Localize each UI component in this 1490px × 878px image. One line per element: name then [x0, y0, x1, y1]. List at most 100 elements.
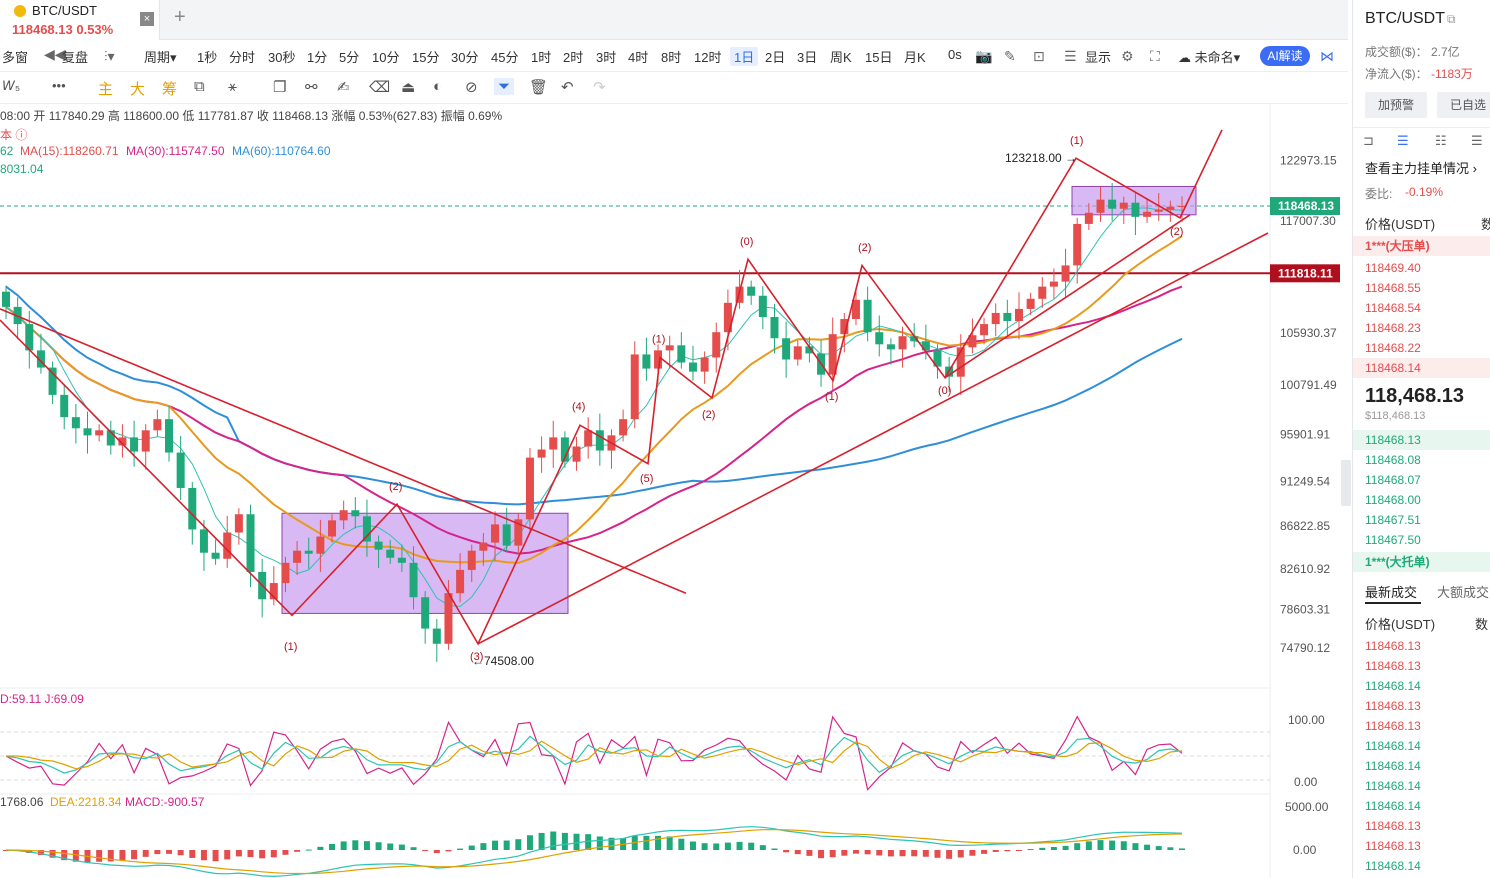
indicator-big[interactable]: 大: [130, 81, 146, 98]
chart-tab[interactable]: BTC/USDT 118468.13 0.53% ×: [0, 0, 160, 40]
ask-row[interactable]: 118468.22: [1365, 341, 1421, 355]
bid-row[interactable]: 118468.13: [1353, 430, 1490, 450]
layout-icon-2[interactable]: ☰: [1397, 133, 1409, 148]
candle-type-icon[interactable]: ⫶▾: [104, 48, 115, 64]
ask-row[interactable]: 118468.23: [1365, 321, 1421, 335]
period-1d[interactable]: 1日: [730, 47, 759, 66]
period-dropdown[interactable]: 周期▾: [144, 50, 177, 65]
period-1m[interactable]: 1分: [307, 50, 328, 65]
bid-row[interactable]: 118468.00: [1365, 493, 1421, 507]
period-45m[interactable]: 45分: [491, 50, 519, 65]
layout-icon-4[interactable]: ☰: [1471, 133, 1483, 148]
drawing-icon[interactable]: ⊡: [1033, 48, 1045, 64]
period-2d[interactable]: 2日: [765, 50, 786, 65]
display-button[interactable]: 显示: [1085, 50, 1112, 65]
ai-analyze-button[interactable]: AI解读: [1260, 46, 1310, 66]
macd-bar: [1074, 843, 1081, 850]
macd-bar: [235, 850, 242, 857]
macd-bar: [107, 850, 114, 862]
period-2h[interactable]: 2时: [563, 50, 584, 65]
price-chart[interactable]: 122973.15 117007.30 105930.37 100791.49 9590…: [0, 104, 1340, 878]
favorited-button[interactable]: 已自选: [1437, 92, 1490, 118]
tab-large-trades[interactable]: 大额成交: [1437, 585, 1490, 600]
replay-icon[interactable]: ◀◀: [44, 46, 66, 62]
bid-row[interactable]: 118468.07: [1365, 473, 1421, 487]
camera-icon[interactable]: 📷: [975, 48, 993, 64]
indicator-chips[interactable]: 筹: [162, 81, 178, 98]
copy-icon[interactable]: ❐: [273, 79, 287, 96]
period-30s[interactable]: 30秒: [268, 50, 296, 65]
undo-icon[interactable]: ↶: [561, 79, 574, 96]
add-tab-icon[interactable]: +: [174, 6, 186, 28]
period-15m[interactable]: 15分: [412, 50, 440, 65]
period-8h[interactable]: 8时: [661, 50, 682, 65]
ask-row[interactable]: 118468.14: [1353, 358, 1490, 378]
period-3d[interactable]: 3日: [797, 50, 818, 65]
pencil-icon[interactable]: ✎: [1004, 48, 1016, 64]
macd-bar: [1039, 847, 1046, 850]
ask-row[interactable]: 118469.40: [1365, 261, 1421, 275]
settings-icon[interactable]: ⚙: [1121, 48, 1134, 64]
period-3h[interactable]: 3时: [596, 50, 617, 65]
replay-button[interactable]: 复盘: [62, 50, 89, 65]
price-column-header: 价格(USDT): [1365, 217, 1436, 232]
brush-icon[interactable]: ✍: [337, 79, 350, 96]
eraser-icon[interactable]: ⌫: [369, 79, 391, 96]
period-1s[interactable]: 1秒: [197, 50, 218, 65]
period-month[interactable]: 月K: [904, 50, 926, 65]
multi-window-button[interactable]: 多窗: [2, 50, 29, 65]
add-alert-button[interactable]: 加预警: [1365, 92, 1427, 118]
period-5m[interactable]: 5分: [339, 50, 360, 65]
candle-body: [863, 299, 872, 333]
big-sell-row: 1***(大压单): [1353, 236, 1490, 256]
compare-icon[interactable]: ⧉: [194, 78, 205, 95]
ask-row[interactable]: 118468.55: [1365, 281, 1421, 295]
more-icon[interactable]: •••: [52, 78, 66, 93]
close-icon[interactable]: ×: [140, 12, 154, 26]
share-icon[interactable]: ⋈: [1320, 48, 1334, 64]
period-30m[interactable]: 30分: [451, 50, 479, 65]
lock-icon[interactable]: ⏏: [401, 79, 416, 96]
tab-latest-trades[interactable]: 最新成交: [1365, 585, 1418, 600]
period-15d[interactable]: 15日: [865, 50, 893, 65]
macd-bar: [876, 850, 883, 856]
period-10m[interactable]: 10分: [372, 50, 400, 65]
refresh-interval[interactable]: 0s: [948, 47, 962, 62]
cloud-layout-dropdown[interactable]: ☁ 未命名▾: [1178, 50, 1241, 65]
period-4h[interactable]: 4时: [628, 50, 649, 65]
candle-body: [1084, 212, 1093, 224]
menu-icon[interactable]: ☰: [1064, 48, 1077, 64]
bid-row[interactable]: 118468.08: [1365, 453, 1421, 467]
period-1h[interactable]: 1时: [531, 50, 552, 65]
ask-row[interactable]: 118468.54: [1365, 301, 1421, 315]
trash-icon[interactable]: 🗑: [529, 79, 549, 96]
layout-icon-3[interactable]: ☷: [1435, 133, 1447, 148]
candle-body: [630, 354, 639, 420]
period-timeline[interactable]: 分时: [229, 50, 256, 65]
sub-info: 本 ⓘ: [0, 128, 28, 142]
fullscreen-icon[interactable]: ⛶: [1150, 48, 1160, 64]
bid-row[interactable]: 118467.51: [1365, 513, 1421, 527]
filter-icon[interactable]: ⏷: [494, 78, 515, 95]
trade-row: 118468.13: [1365, 719, 1421, 733]
eye-icon[interactable]: ◐: [433, 78, 443, 95]
redo-icon[interactable]: ↷: [593, 79, 606, 96]
ruler-icon[interactable]: ⚹: [228, 78, 238, 95]
link-icon[interactable]: ⚯: [305, 79, 318, 96]
depth-link[interactable]: 查看主力挂单情况 ›: [1365, 161, 1477, 176]
crosshair-icon[interactable]: 𝘞₅: [2, 78, 21, 93]
macd-bar: [270, 850, 277, 858]
candle-body: [525, 457, 534, 520]
copy-symbol-icon[interactable]: ⧉: [1447, 12, 1456, 26]
magnet-icon[interactable]: ⊘: [465, 79, 478, 96]
macd-bar: [946, 850, 953, 859]
bid-row[interactable]: 118467.50: [1365, 533, 1421, 547]
macd-bar: [457, 848, 464, 850]
indicator-main[interactable]: 主: [98, 81, 114, 98]
period-week[interactable]: 周K: [830, 50, 852, 65]
panel-collapse-handle[interactable]: [1341, 460, 1351, 506]
layout-icon-1[interactable]: ⊐: [1363, 133, 1374, 148]
period-12h[interactable]: 12时: [694, 50, 722, 65]
last-price-usd: $118,468.13: [1365, 410, 1426, 422]
candle-body: [991, 312, 1000, 325]
